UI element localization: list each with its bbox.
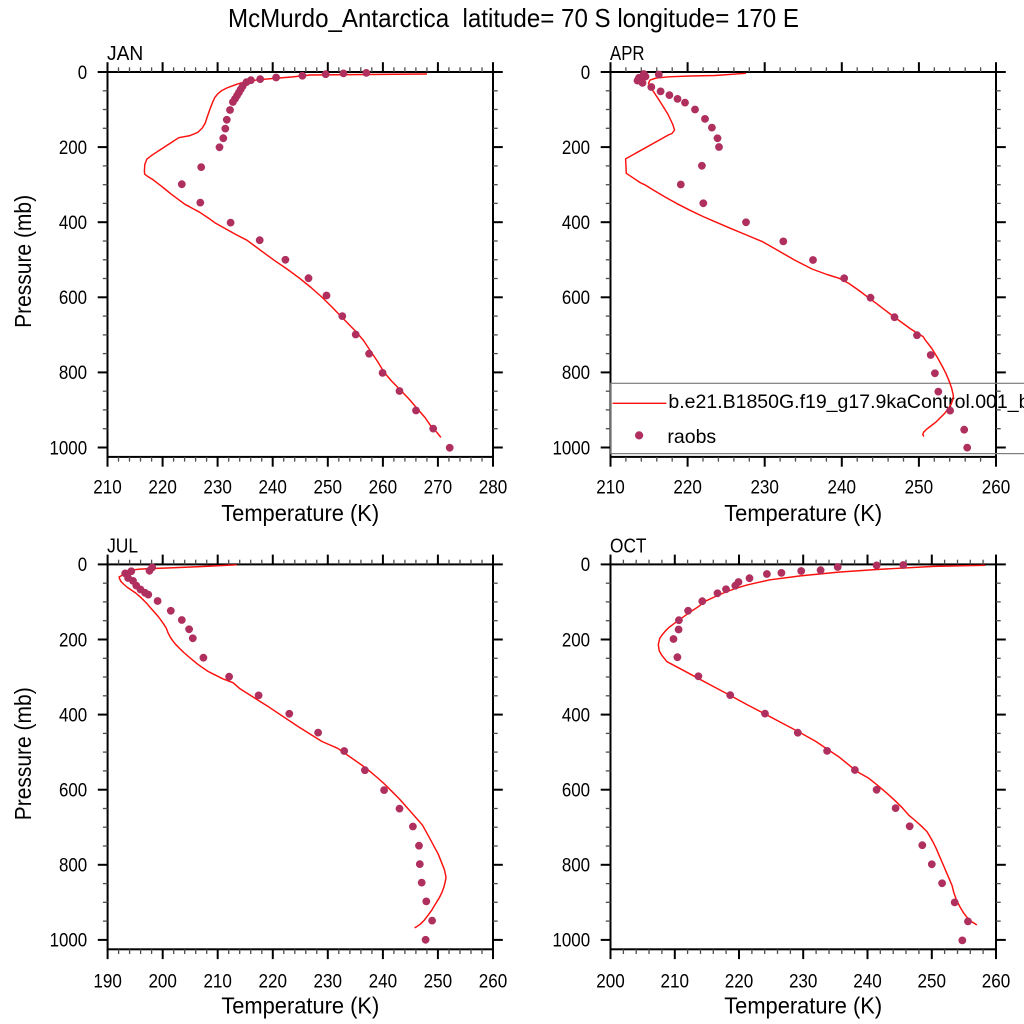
svg-text:600: 600 bbox=[562, 780, 590, 802]
svg-text:240: 240 bbox=[258, 477, 287, 499]
svg-text:0: 0 bbox=[78, 554, 88, 576]
svg-text:1000: 1000 bbox=[50, 437, 88, 459]
svg-text:250: 250 bbox=[314, 477, 343, 499]
svg-text:230: 230 bbox=[314, 970, 343, 992]
svg-text:270: 270 bbox=[424, 477, 453, 499]
svg-text:Temperature (K): Temperature (K) bbox=[724, 500, 882, 526]
svg-text:260: 260 bbox=[479, 970, 508, 992]
svg-text:JUL: JUL bbox=[107, 535, 138, 558]
svg-text:220: 220 bbox=[673, 477, 702, 499]
svg-text:200: 200 bbox=[148, 970, 177, 992]
svg-text:APR: APR bbox=[610, 42, 645, 65]
svg-text:240: 240 bbox=[853, 970, 882, 992]
svg-text:230: 230 bbox=[750, 477, 779, 499]
svg-text:raobs: raobs bbox=[667, 426, 716, 448]
svg-text:0: 0 bbox=[78, 62, 88, 84]
svg-text:260: 260 bbox=[369, 477, 398, 499]
svg-text:400: 400 bbox=[562, 704, 590, 726]
svg-text:190: 190 bbox=[93, 970, 122, 992]
svg-text:800: 800 bbox=[562, 855, 590, 877]
svg-text:230: 230 bbox=[789, 970, 818, 992]
svg-text:Temperature (K): Temperature (K) bbox=[724, 993, 882, 1019]
svg-text:600: 600 bbox=[59, 780, 87, 802]
svg-text:250: 250 bbox=[905, 477, 934, 499]
svg-text:600: 600 bbox=[59, 287, 87, 309]
svg-text:800: 800 bbox=[562, 362, 590, 384]
svg-text:Pressure (mb): Pressure (mb) bbox=[10, 195, 36, 328]
svg-text:210: 210 bbox=[93, 477, 122, 499]
svg-text:230: 230 bbox=[203, 477, 232, 499]
svg-text:800: 800 bbox=[59, 362, 87, 384]
svg-text:250: 250 bbox=[918, 970, 947, 992]
svg-text:OCT: OCT bbox=[610, 535, 647, 558]
svg-text:400: 400 bbox=[59, 212, 87, 234]
svg-text:200: 200 bbox=[59, 629, 87, 651]
svg-text:600: 600 bbox=[562, 287, 590, 309]
svg-text:400: 400 bbox=[59, 704, 87, 726]
svg-text:Pressure (mb): Pressure (mb) bbox=[10, 687, 36, 820]
svg-text:220: 220 bbox=[148, 477, 177, 499]
svg-text:220: 220 bbox=[725, 970, 754, 992]
svg-text:250: 250 bbox=[424, 970, 453, 992]
svg-text:280: 280 bbox=[479, 477, 508, 499]
svg-text:200: 200 bbox=[562, 137, 590, 159]
svg-text:400: 400 bbox=[562, 212, 590, 234]
svg-text:Temperature (K): Temperature (K) bbox=[221, 993, 379, 1019]
svg-text:260: 260 bbox=[982, 477, 1011, 499]
svg-text:210: 210 bbox=[661, 970, 690, 992]
svg-text:1000: 1000 bbox=[50, 930, 88, 952]
svg-text:240: 240 bbox=[828, 477, 857, 499]
svg-text:JAN: JAN bbox=[107, 42, 143, 65]
svg-text:200: 200 bbox=[596, 970, 625, 992]
svg-text:b.e21.B1850G.f19_g17.9kaContro: b.e21.B1850G.f19_g17.9kaControl.001_b bbox=[668, 391, 1024, 413]
svg-text:200: 200 bbox=[562, 629, 590, 651]
svg-text:260: 260 bbox=[982, 970, 1011, 992]
svg-text:210: 210 bbox=[203, 970, 232, 992]
svg-text:200: 200 bbox=[59, 137, 87, 159]
svg-text:1000: 1000 bbox=[553, 437, 591, 459]
svg-text:240: 240 bbox=[369, 970, 398, 992]
svg-text:Temperature (K): Temperature (K) bbox=[221, 500, 379, 526]
svg-text:1000: 1000 bbox=[553, 930, 591, 952]
svg-text:0: 0 bbox=[581, 554, 591, 576]
svg-text:220: 220 bbox=[259, 970, 288, 992]
svg-text:210: 210 bbox=[596, 477, 625, 499]
svg-text:McMurdo_Antarctica latitude=: McMurdo_Antarctica latitude= 70 S longit… bbox=[228, 3, 799, 33]
svg-text:800: 800 bbox=[59, 855, 87, 877]
svg-text:0: 0 bbox=[581, 62, 591, 84]
